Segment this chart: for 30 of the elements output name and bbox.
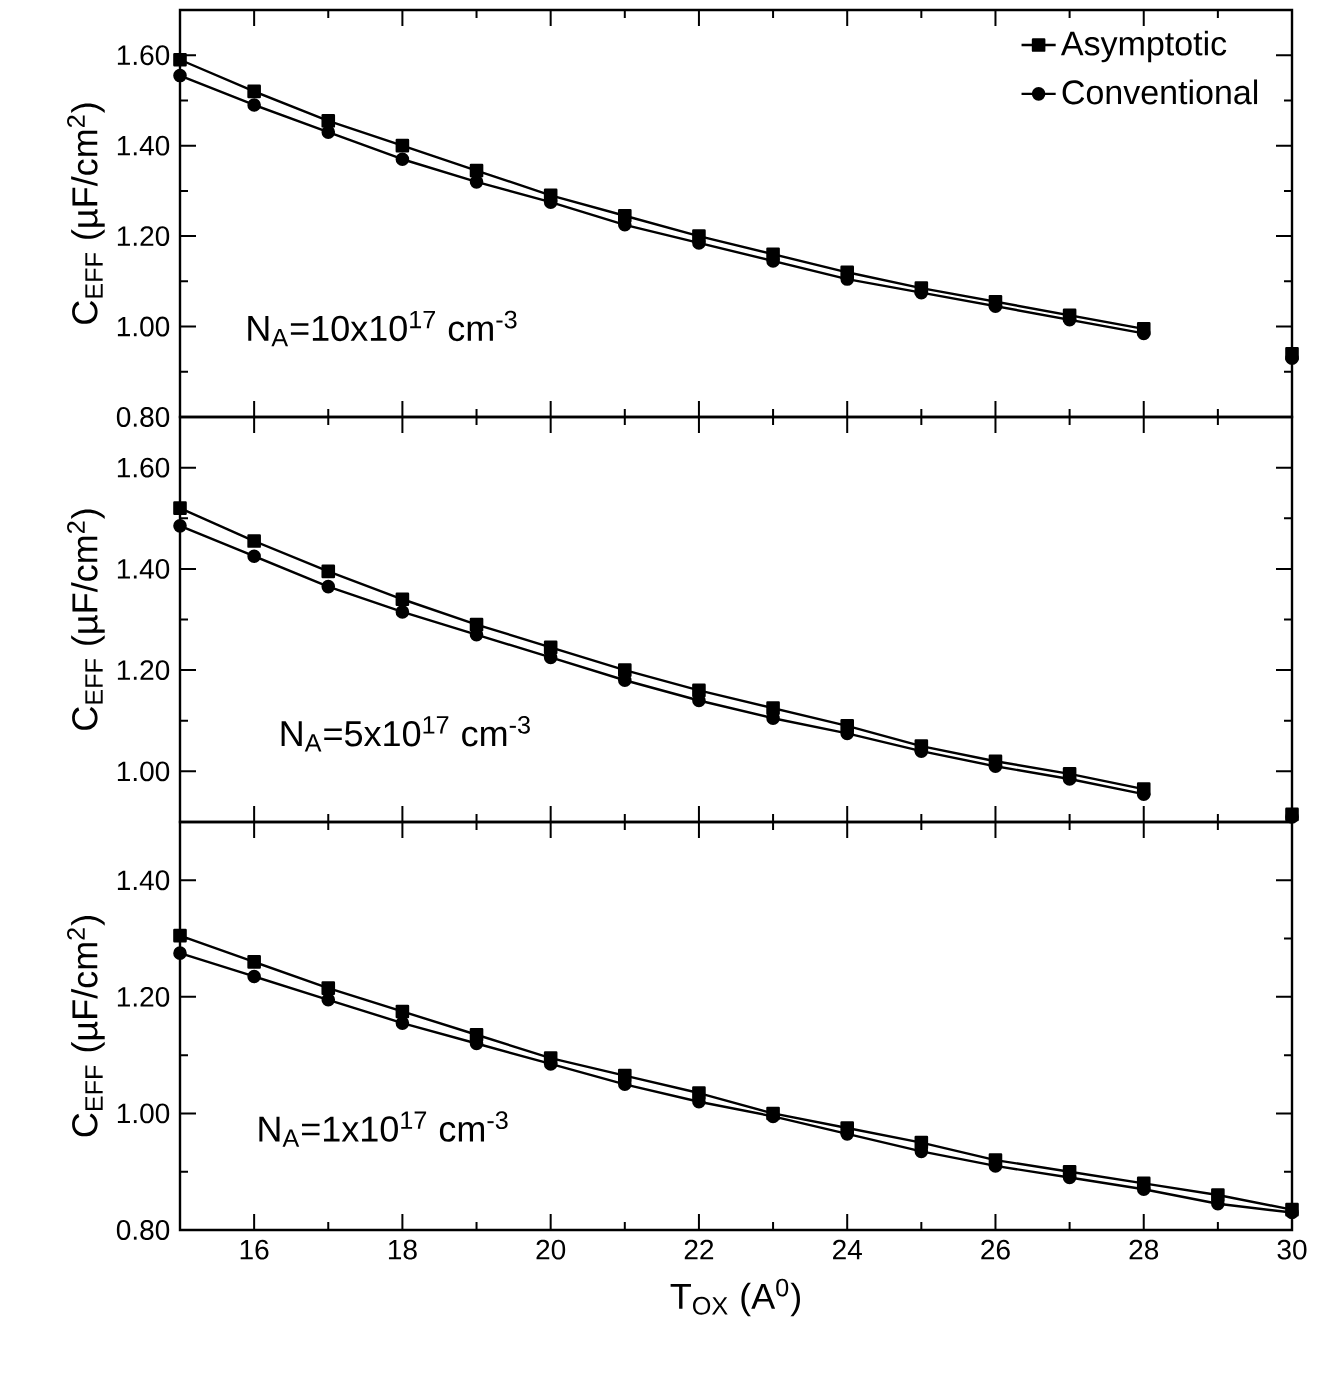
y-tick-label: 1.00 [117,1103,170,1124]
y-axis-title: C$_{EFF}$ (µF/cm$^{2}$) [67,509,105,730]
legend-label: Asymptotic [1060,30,1227,63]
y-tick-label: 1.00 [117,761,170,782]
annotation: N$_{A}$=10x10$^{17}$ cm$^{-3}$ [248,310,517,347]
y-tick-label: 1.20 [117,986,170,1007]
x-tick-label: 28 [1129,1239,1159,1260]
y-tick-label: 1.40 [117,135,170,156]
y-tick-label: 0.80 [116,1220,170,1240]
x-axis-title: T$_{OX}$ (A$^{0}$) [670,1278,800,1317]
x-tick-label: 24 [833,1239,862,1260]
annotation: N$_{A}$=5x10$^{17}$ cm$^{-3}$ [281,715,530,752]
x-tick-label: 16 [240,1239,269,1260]
y-tick-label: 1.20 [117,226,170,247]
y-axis-title: C$_{EFF}$ (µF/cm$^{2}$) [67,916,105,1137]
y-tick-label: 1.00 [117,316,170,337]
x-tick-label: 22 [684,1239,714,1260]
x-tick-label: 18 [388,1239,417,1260]
annotation: N$_{A}$=1x10$^{17}$ cm$^{-3}$ [259,1111,508,1147]
x-tick-label: 30 [1277,1239,1307,1260]
y-tick-label: 0.80 [116,407,170,427]
y-tick-label: 1.20 [117,660,170,681]
x-tick-label: 20 [536,1239,566,1260]
x-tick-label: 26 [981,1239,1010,1260]
legend-label: Conventional [1062,79,1258,105]
y-tick-label: 1.60 [117,45,170,66]
y-axis-title: C$_{EFF}$ (µF/cm$^{2}$) [67,103,105,324]
y-tick-label: 1.40 [117,558,170,579]
y-tick-label: 1.60 [117,457,170,478]
y-tick-label: 1.40 [117,870,170,891]
